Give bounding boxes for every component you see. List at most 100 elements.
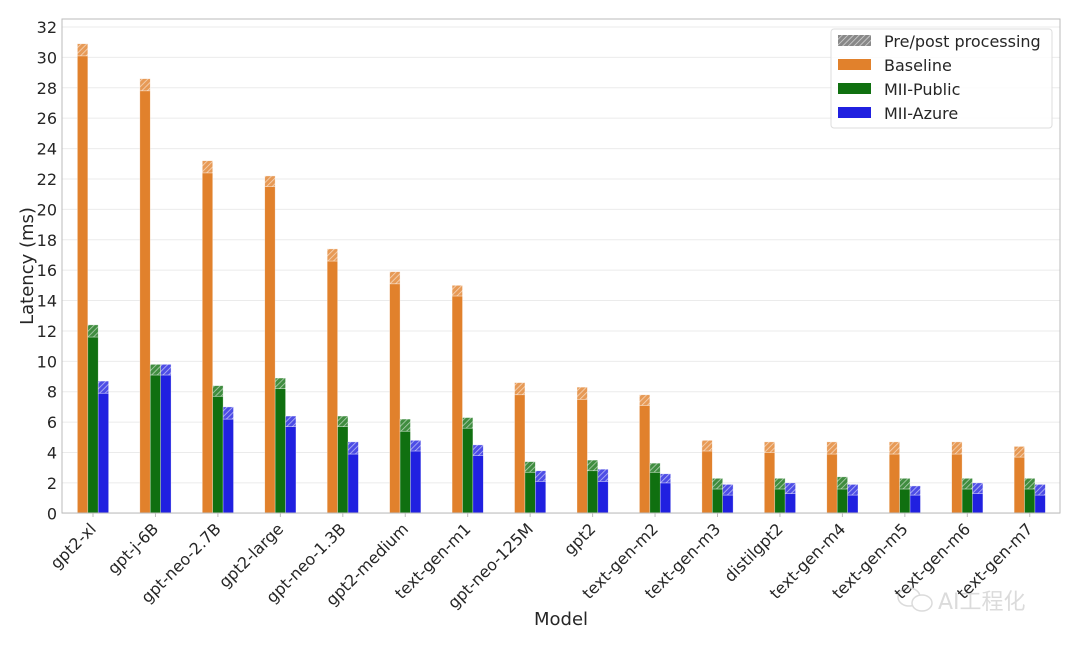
legend-swatch-mii-azure [838,107,871,118]
bar-prepost-hatch [389,271,401,285]
bar-mii-azure [97,392,109,514]
bar-mii-azure [659,482,671,514]
watermark: AI工程化 [897,587,1026,615]
bar-mii-azure [347,453,359,514]
bar-prepost-hatch [524,461,536,473]
bar-prepost-hatch [410,440,422,452]
bar-mii-public [899,488,911,514]
bar-prepost-hatch [97,380,109,394]
bar-prepost-hatch [77,43,89,57]
y-tick-label: 32 [37,18,57,37]
bar-prepost-hatch [774,478,786,490]
legend: Pre/post processing Baseline MII-Public … [830,28,1053,129]
legend-label-prepost: Pre/post processing [884,32,1041,51]
bar-mii-public [836,488,848,514]
bar-prepost-hatch [212,385,224,397]
x-tick-labels: gpt2-xl gpt-j-6Bgpt-neo-2.7Bgpt2-largegpt… [46,513,1037,612]
legend-swatch-baseline [838,59,871,70]
bar-prepost-hatch [1034,484,1046,496]
bar-mii-azure [972,493,984,514]
bar-mii-public [337,426,349,514]
bar-prepost-hatch [649,462,661,473]
bar-prepost-hatch [836,476,848,490]
bar-prepost-hatch [909,485,921,496]
x-tick-label: gpt2 [560,519,599,558]
bar-prepost-hatch [659,473,671,484]
bar-baseline [264,186,276,514]
bar-prepost-hatch [1024,478,1036,490]
y-tick-label: 18 [37,231,57,250]
y-tick-label: 2 [47,474,57,493]
bar-mii-public [399,430,411,514]
bar-prepost-hatch [961,478,973,490]
bar-baseline [514,394,526,514]
bar-baseline [77,55,89,514]
bar-baseline [139,90,151,514]
bar-prepost-hatch [535,470,547,482]
bar-prepost-hatch [326,248,338,262]
bar-prepost-hatch [451,285,463,297]
bar-mii-public [149,374,161,514]
wechat-icon [897,587,921,607]
bar-prepost-hatch [722,484,734,496]
bar-mii-azure [472,455,484,514]
legend-swatch-prepost [838,35,871,46]
bar-prepost-hatch [139,78,151,92]
bar-prepost-hatch [899,478,911,490]
bar-baseline [951,453,963,514]
bar-baseline [826,453,838,514]
bar-prepost-hatch [399,418,411,432]
bar-mii-azure [784,493,796,514]
bar-prepost-hatch [711,478,723,490]
bar-mii-azure [847,494,859,514]
bar-prepost-hatch [1013,446,1025,458]
y-tick-label: 20 [37,200,57,219]
bar-prepost-hatch [274,377,286,389]
y-tick-label: 28 [37,79,57,98]
bar-mii-azure [597,481,609,514]
bar-mii-public [961,488,973,514]
y-tick-label: 6 [47,413,57,432]
bar-prepost-hatch [784,482,796,494]
y-tick-label: 26 [37,109,57,128]
y-tick-label: 30 [37,48,57,67]
bar-mii-public [587,470,599,514]
bar-mii-public [774,488,786,514]
bar-prepost-hatch [587,459,599,472]
bar-mii-azure [909,494,921,514]
bar-mii-public [649,471,661,514]
bar-mii-azure [410,450,422,514]
y-tick-label: 12 [37,322,57,341]
y-tick-label: 0 [47,504,57,523]
bar-mii-public [524,471,536,514]
bar-prepost-hatch [337,415,349,427]
bar-prepost-hatch [639,394,651,406]
y-tick-label: 10 [37,352,57,371]
legend-label-baseline: Baseline [884,56,952,75]
bar-mii-azure [1034,494,1046,514]
x-tick-label: distilgpt2 [720,519,786,585]
y-tick-label: 24 [37,140,57,159]
bar-baseline [639,405,651,514]
bars [77,43,1046,514]
bar-baseline [701,450,713,514]
y-tick-label: 14 [37,292,57,311]
bar-prepost-hatch [888,441,900,455]
bar-mii-public [212,395,224,514]
y-axis-label: Latency (ms) [17,207,38,325]
bar-mii-public [711,488,723,514]
bar-prepost-hatch [472,444,484,456]
bar-baseline [451,295,463,514]
bar-mii-azure [160,374,172,514]
bar-mii-public [462,427,474,514]
bar-prepost-hatch [514,382,526,396]
bar-prepost-hatch [347,441,359,455]
bar-prepost-hatch [264,175,276,187]
bar-baseline [202,172,214,514]
bar-baseline [1013,456,1025,514]
bar-prepost-hatch [764,441,776,453]
x-axis-label: Model [534,609,588,630]
bar-prepost-hatch [149,364,161,376]
